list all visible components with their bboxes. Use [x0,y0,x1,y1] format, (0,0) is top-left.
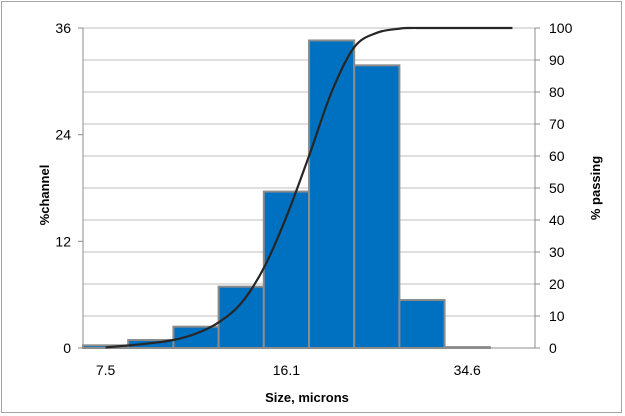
x-tick-label: 34.6 [454,362,481,378]
y-right-tick-label: 50 [549,180,565,196]
cumulative-passing-line [105,26,513,349]
y-right-tick-label: 60 [549,148,565,164]
x-tick-label: 7.5 [96,362,116,378]
x-axis-title: Size, microns [265,390,349,405]
axes [78,27,540,349]
bar [353,64,401,349]
axis-titles: Size, microns %channel % passing [37,156,603,405]
y-right-tick-label: 20 [549,276,565,292]
y-right-tick-label: 90 [549,52,565,68]
bar [308,39,356,349]
y-axis-right-title: % passing [588,156,603,220]
y-axis-left-title: %channel [37,165,52,226]
y-left-tick-label: 24 [55,127,71,143]
y-right-tick-label: 10 [549,308,565,324]
x-tick-label: 16.1 [273,362,300,378]
y-left-tick-label: 12 [55,233,71,249]
y-right-tick-label: 30 [549,244,565,260]
bar [398,299,446,349]
tick-labels: 0 12 24 36 0 10 20 30 40 50 60 70 80 90 100 7.5 16.1 34.6 [55,20,572,378]
y-left-tick-label: 36 [55,20,71,36]
histogram-bars [82,39,491,350]
y-right-tick-label: 0 [549,340,557,356]
y-right-tick-label: 100 [549,20,573,36]
y-right-tick-label: 40 [549,212,565,228]
y-left-tick-label: 0 [63,340,71,356]
cumulative-line [105,26,513,349]
y-right-tick-label: 80 [549,84,565,100]
y-right-tick-label: 70 [549,116,565,132]
